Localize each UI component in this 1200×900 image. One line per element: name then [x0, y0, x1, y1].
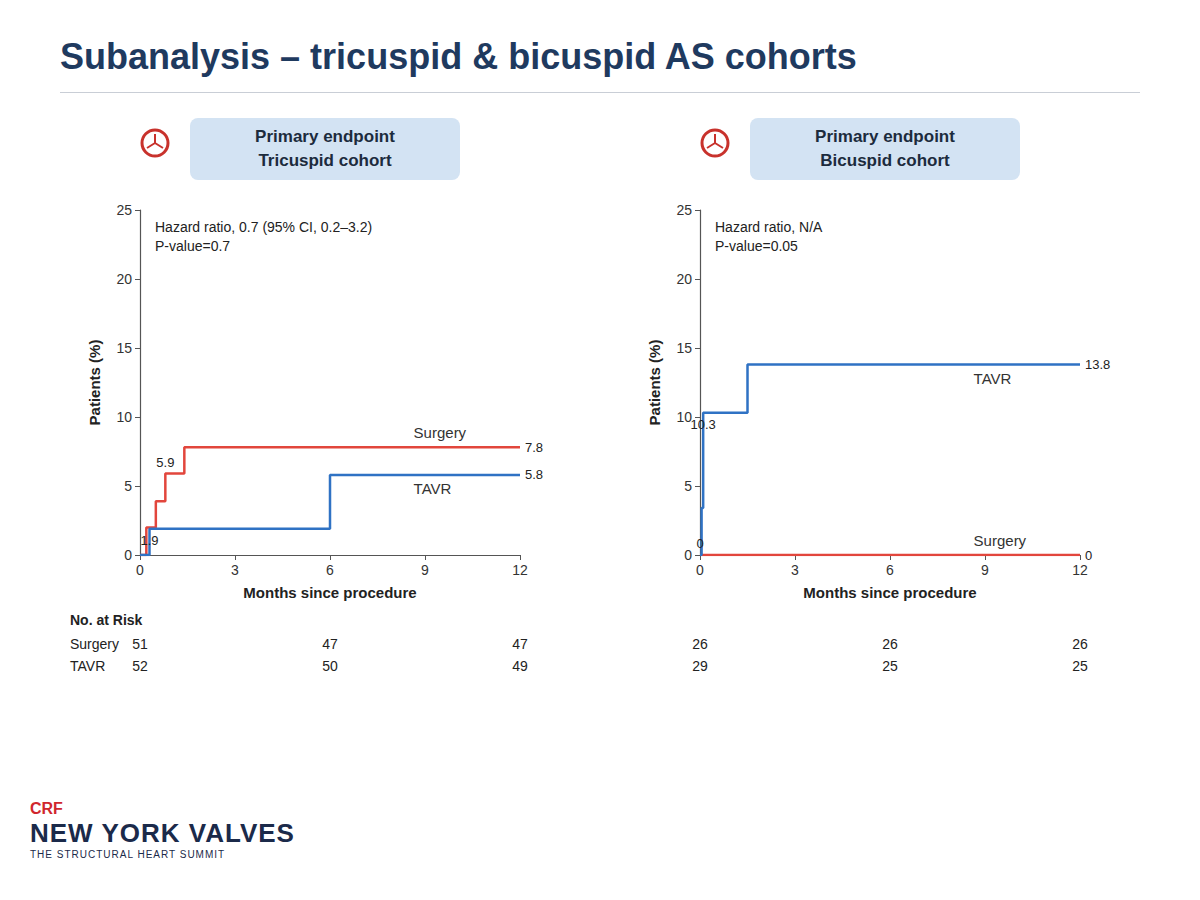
svg-text:TAVR: TAVR: [974, 370, 1012, 387]
html-text:50: 50: [322, 658, 338, 674]
svg-text:6: 6: [886, 562, 894, 578]
svg-text:7.8: 7.8: [525, 440, 543, 455]
svg-text:0: 0: [124, 547, 132, 563]
svg-text:5.9: 5.9: [156, 455, 174, 470]
html-text:NEW YORK VALVES: NEW YORK VALVES: [30, 818, 295, 848]
html-text:TAVR: TAVR: [70, 658, 106, 674]
html-text:THE STRUCTURAL HEART SUMMIT: THE STRUCTURAL HEART SUMMIT: [30, 849, 226, 860]
svg-text:15: 15: [676, 340, 692, 356]
svg-text:20: 20: [676, 271, 692, 287]
svg-text:13.8: 13.8: [1085, 357, 1110, 372]
svg-text:20: 20: [116, 271, 132, 287]
html-text:52: 52: [132, 658, 148, 674]
svg-text:6: 6: [326, 562, 334, 578]
html-text:Surgery: Surgery: [70, 636, 119, 652]
svg-text:10: 10: [116, 409, 132, 425]
svg-text:9: 9: [421, 562, 429, 578]
html-text:Tricuspid cohort: Tricuspid cohort: [258, 151, 392, 170]
html-text:29: 29: [692, 658, 708, 674]
svg-text:Hazard ratio, 0.7 (95% CI, 0.2: Hazard ratio, 0.7 (95% CI, 0.2–3.2): [155, 219, 372, 235]
html-text:Subanalysis – tricuspid & bicu: Subanalysis – tricuspid & bicuspid AS co…: [60, 36, 857, 77]
svg-text:0: 0: [136, 562, 144, 578]
svg-text:Hazard ratio, N/A: Hazard ratio, N/A: [715, 219, 823, 235]
html-text:47: 47: [322, 636, 338, 652]
html-text:No. at Risk: No. at Risk: [70, 612, 143, 628]
html-text:Primary endpoint: Primary endpoint: [255, 127, 395, 146]
svg-text:0: 0: [684, 547, 692, 563]
svg-text:Surgery: Surgery: [974, 532, 1027, 549]
html-text:26: 26: [882, 636, 898, 652]
svg-text:TAVR: TAVR: [414, 480, 452, 497]
html-text:47: 47: [512, 636, 528, 652]
svg-text:5.8: 5.8: [525, 467, 543, 482]
svg-text:3: 3: [231, 562, 239, 578]
html-text:49: 49: [512, 658, 528, 674]
svg-text:25: 25: [676, 202, 692, 218]
svg-text:0: 0: [696, 562, 704, 578]
svg-text:5: 5: [684, 478, 692, 494]
svg-text:10: 10: [676, 409, 692, 425]
svg-text:Months since procedure: Months since procedure: [243, 584, 416, 601]
svg-text:5: 5: [124, 478, 132, 494]
html-text:CRF: CRF: [30, 800, 63, 817]
html-text:25: 25: [882, 658, 898, 674]
svg-text:Patients (%): Patients (%): [86, 340, 103, 426]
html-text:25: 25: [1072, 658, 1088, 674]
svg-text:P-value=0.7: P-value=0.7: [155, 238, 230, 254]
html-text:Primary endpoint: Primary endpoint: [815, 127, 955, 146]
svg-text:0: 0: [696, 536, 703, 551]
html-text:Bicuspid cohort: Bicuspid cohort: [820, 151, 950, 170]
svg-text:10.3: 10.3: [691, 417, 716, 432]
svg-text:3: 3: [791, 562, 799, 578]
svg-text:0: 0: [1085, 548, 1092, 563]
svg-text:9: 9: [981, 562, 989, 578]
svg-text:12: 12: [512, 562, 528, 578]
svg-text:Surgery: Surgery: [414, 424, 467, 441]
svg-text:Patients (%): Patients (%): [646, 340, 663, 426]
svg-text:1.9: 1.9: [140, 533, 158, 548]
svg-text:Months since procedure: Months since procedure: [803, 584, 976, 601]
svg-text:12: 12: [1072, 562, 1088, 578]
svg-text:25: 25: [116, 202, 132, 218]
html-text:51: 51: [132, 636, 148, 652]
html-text:26: 26: [692, 636, 708, 652]
html-text:26: 26: [1072, 636, 1088, 652]
svg-text:15: 15: [116, 340, 132, 356]
svg-text:P-value=0.05: P-value=0.05: [715, 238, 798, 254]
